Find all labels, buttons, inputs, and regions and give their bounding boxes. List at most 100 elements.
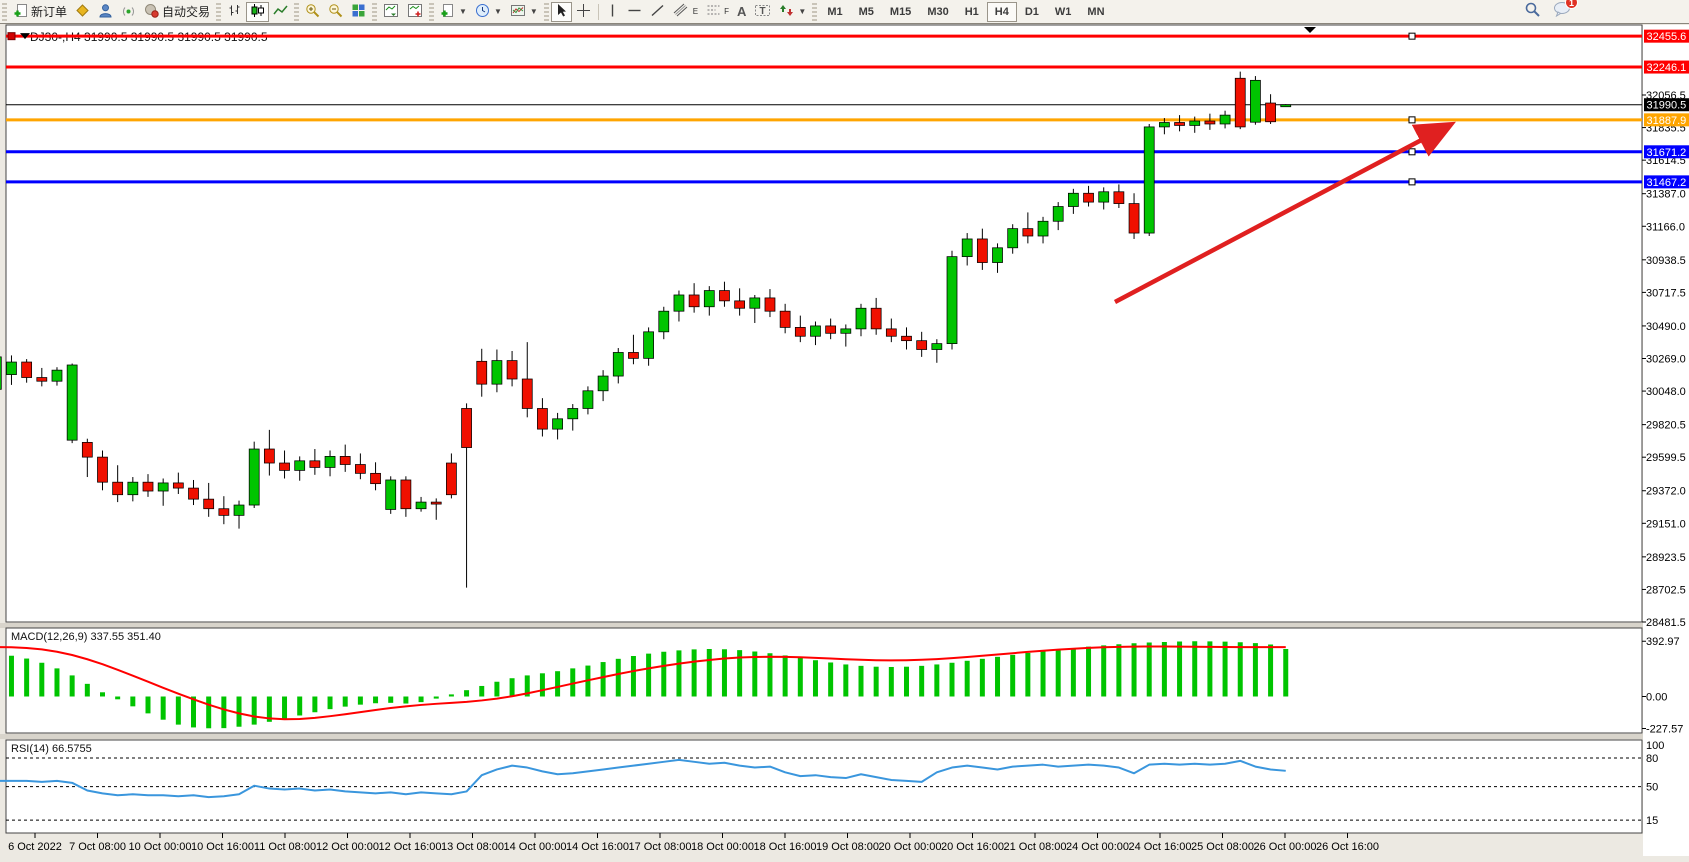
candlestick-chart-button[interactable]	[246, 1, 270, 22]
clock-icon	[475, 3, 490, 21]
line-handle[interactable]	[1408, 148, 1416, 156]
zoom-out-button[interactable]	[324, 2, 347, 22]
timeframe-W1[interactable]: W1	[1054, 5, 1072, 18]
time-tick-label: 6 Oct 2022	[8, 841, 62, 853]
toolbar-grip[interactable]	[429, 2, 435, 21]
toolbar-grip[interactable]	[812, 2, 818, 21]
candle-body	[734, 300, 746, 309]
time-tick-label: 18 Oct 16:00	[754, 841, 817, 853]
chevron-down-icon: ▼	[529, 7, 538, 16]
candle-body	[779, 310, 791, 328]
candle-body	[537, 408, 548, 430]
time-tick-label: 14 Oct 16:00	[566, 841, 629, 853]
candle-body	[688, 294, 700, 308]
toolbar-grip[interactable]	[294, 2, 300, 21]
chart-shift-marker[interactable]	[1304, 27, 1316, 33]
zoom-in-button[interactable]	[301, 2, 324, 22]
channel-icon	[673, 3, 690, 21]
text-tool[interactable]: A	[733, 2, 750, 22]
candle-body	[552, 418, 563, 430]
candle-body	[430, 501, 442, 505]
vertical-line-icon	[606, 3, 619, 21]
line-handle[interactable]	[1408, 178, 1416, 186]
candle-body	[476, 360, 488, 385]
candle-body	[825, 325, 837, 334]
toolbar-grip[interactable]	[372, 2, 378, 21]
toolbar-grip[interactable]	[543, 2, 549, 21]
candle-body	[703, 290, 715, 308]
timeframe-MN[interactable]: MN	[1087, 5, 1105, 18]
price-axis-area[interactable]	[1643, 25, 1689, 856]
price-tick-label: 28702.5	[1646, 584, 1686, 596]
candle-body	[142, 481, 154, 492]
line-handle[interactable]	[7, 32, 16, 41]
timeframe-H1[interactable]: H1	[964, 5, 979, 18]
panel-splitter[interactable]	[0, 623, 1689, 628]
trend-arrow-annotation[interactable]	[1113, 121, 1456, 304]
candle-body	[1083, 192, 1094, 203]
timeframe-M30[interactable]: M30	[927, 5, 949, 18]
timeframe-H4[interactable]: H4	[986, 1, 1017, 22]
status-strip	[0, 856, 1689, 862]
trendline-tool[interactable]	[646, 2, 669, 22]
indicator-window-button[interactable]	[379, 2, 403, 22]
rsi-line	[0, 758, 1286, 799]
candle-body	[612, 352, 624, 377]
candle-body	[1250, 79, 1261, 123]
arrows-tool-dropdown[interactable]: ▼	[775, 2, 810, 22]
line-chart-button[interactable]	[269, 2, 292, 22]
search-icon[interactable]	[1524, 1, 1541, 23]
market-watch-button[interactable]	[71, 2, 94, 22]
text-label-tool[interactable]: T	[750, 2, 775, 22]
cursor-tool-button[interactable]	[550, 1, 572, 22]
toolbar-grip[interactable]	[216, 2, 222, 21]
candle-body	[6, 361, 17, 375]
price-badge-label: 31887.9	[1647, 115, 1687, 127]
toolbar-grip[interactable]	[2, 2, 7, 21]
candle-body	[1280, 104, 1292, 108]
toolbar: 新订单 自动交易 ▼ ▼ ▼ E F A T ▼ M1 M5 M15 M30 H1 H4 D…	[0, 0, 1689, 24]
bar-chart-button[interactable]	[223, 2, 246, 22]
vertical-line-tool[interactable]	[602, 2, 623, 22]
period-dropdown[interactable]: ▼	[471, 2, 506, 22]
candle-body	[643, 331, 654, 359]
price-tick-label: 29820.5	[1646, 420, 1686, 432]
dropdown-arrow-icon[interactable]	[20, 33, 30, 40]
template-dropdown[interactable]: ▼	[506, 2, 542, 22]
candle-body	[916, 340, 928, 350]
timeframe-M1[interactable]: M1	[827, 5, 843, 18]
line-handle[interactable]	[1408, 32, 1416, 40]
channel-tool[interactable]: E	[669, 2, 702, 22]
notifications-button[interactable]: 1	[1553, 0, 1578, 22]
timeframe-M5[interactable]: M5	[858, 5, 874, 18]
chart-canvas[interactable]: 32056.531835.531614.531387.031166.030938…	[0, 24, 1689, 862]
price-tick-label: 28481.5	[1646, 617, 1686, 629]
timeframe-D1[interactable]: D1	[1024, 5, 1039, 18]
line-handle[interactable]	[1408, 116, 1416, 124]
tile-windows-button[interactable]	[347, 2, 370, 22]
candle-body	[1219, 114, 1231, 125]
horizontal-line-tool[interactable]	[623, 2, 646, 22]
main-chart-panel[interactable]	[5, 24, 1643, 623]
profile-button[interactable]	[94, 2, 117, 22]
indicator-window-add-button[interactable]	[403, 2, 427, 22]
signals-button[interactable]	[117, 2, 140, 22]
channel-tool-sub: E	[692, 7, 699, 16]
panel-splitter[interactable]	[0, 734, 1689, 739]
arrows-icon	[779, 3, 794, 21]
add-indicator-dropdown[interactable]: ▼	[436, 2, 471, 22]
tile-windows-icon	[351, 3, 366, 21]
candle-body	[309, 460, 321, 468]
crosshair-tool-button[interactable]	[572, 2, 595, 22]
candle-body	[658, 310, 670, 333]
time-tick-label: 10 Oct 00:00	[129, 841, 192, 853]
timeframe-M15[interactable]: M15	[889, 5, 912, 18]
new-order-button[interactable]: 新订单	[9, 2, 71, 22]
candle-body	[279, 462, 290, 471]
chart-background-layer: 32056.531835.531614.531387.031166.030938…	[0, 24, 1689, 862]
candle-body	[1234, 77, 1246, 128]
svg-text:T: T	[760, 6, 766, 17]
auto-trading-button[interactable]: 自动交易	[140, 2, 214, 22]
macd-panel[interactable]	[5, 627, 1643, 734]
fibonacci-tool[interactable]: F	[702, 2, 733, 22]
